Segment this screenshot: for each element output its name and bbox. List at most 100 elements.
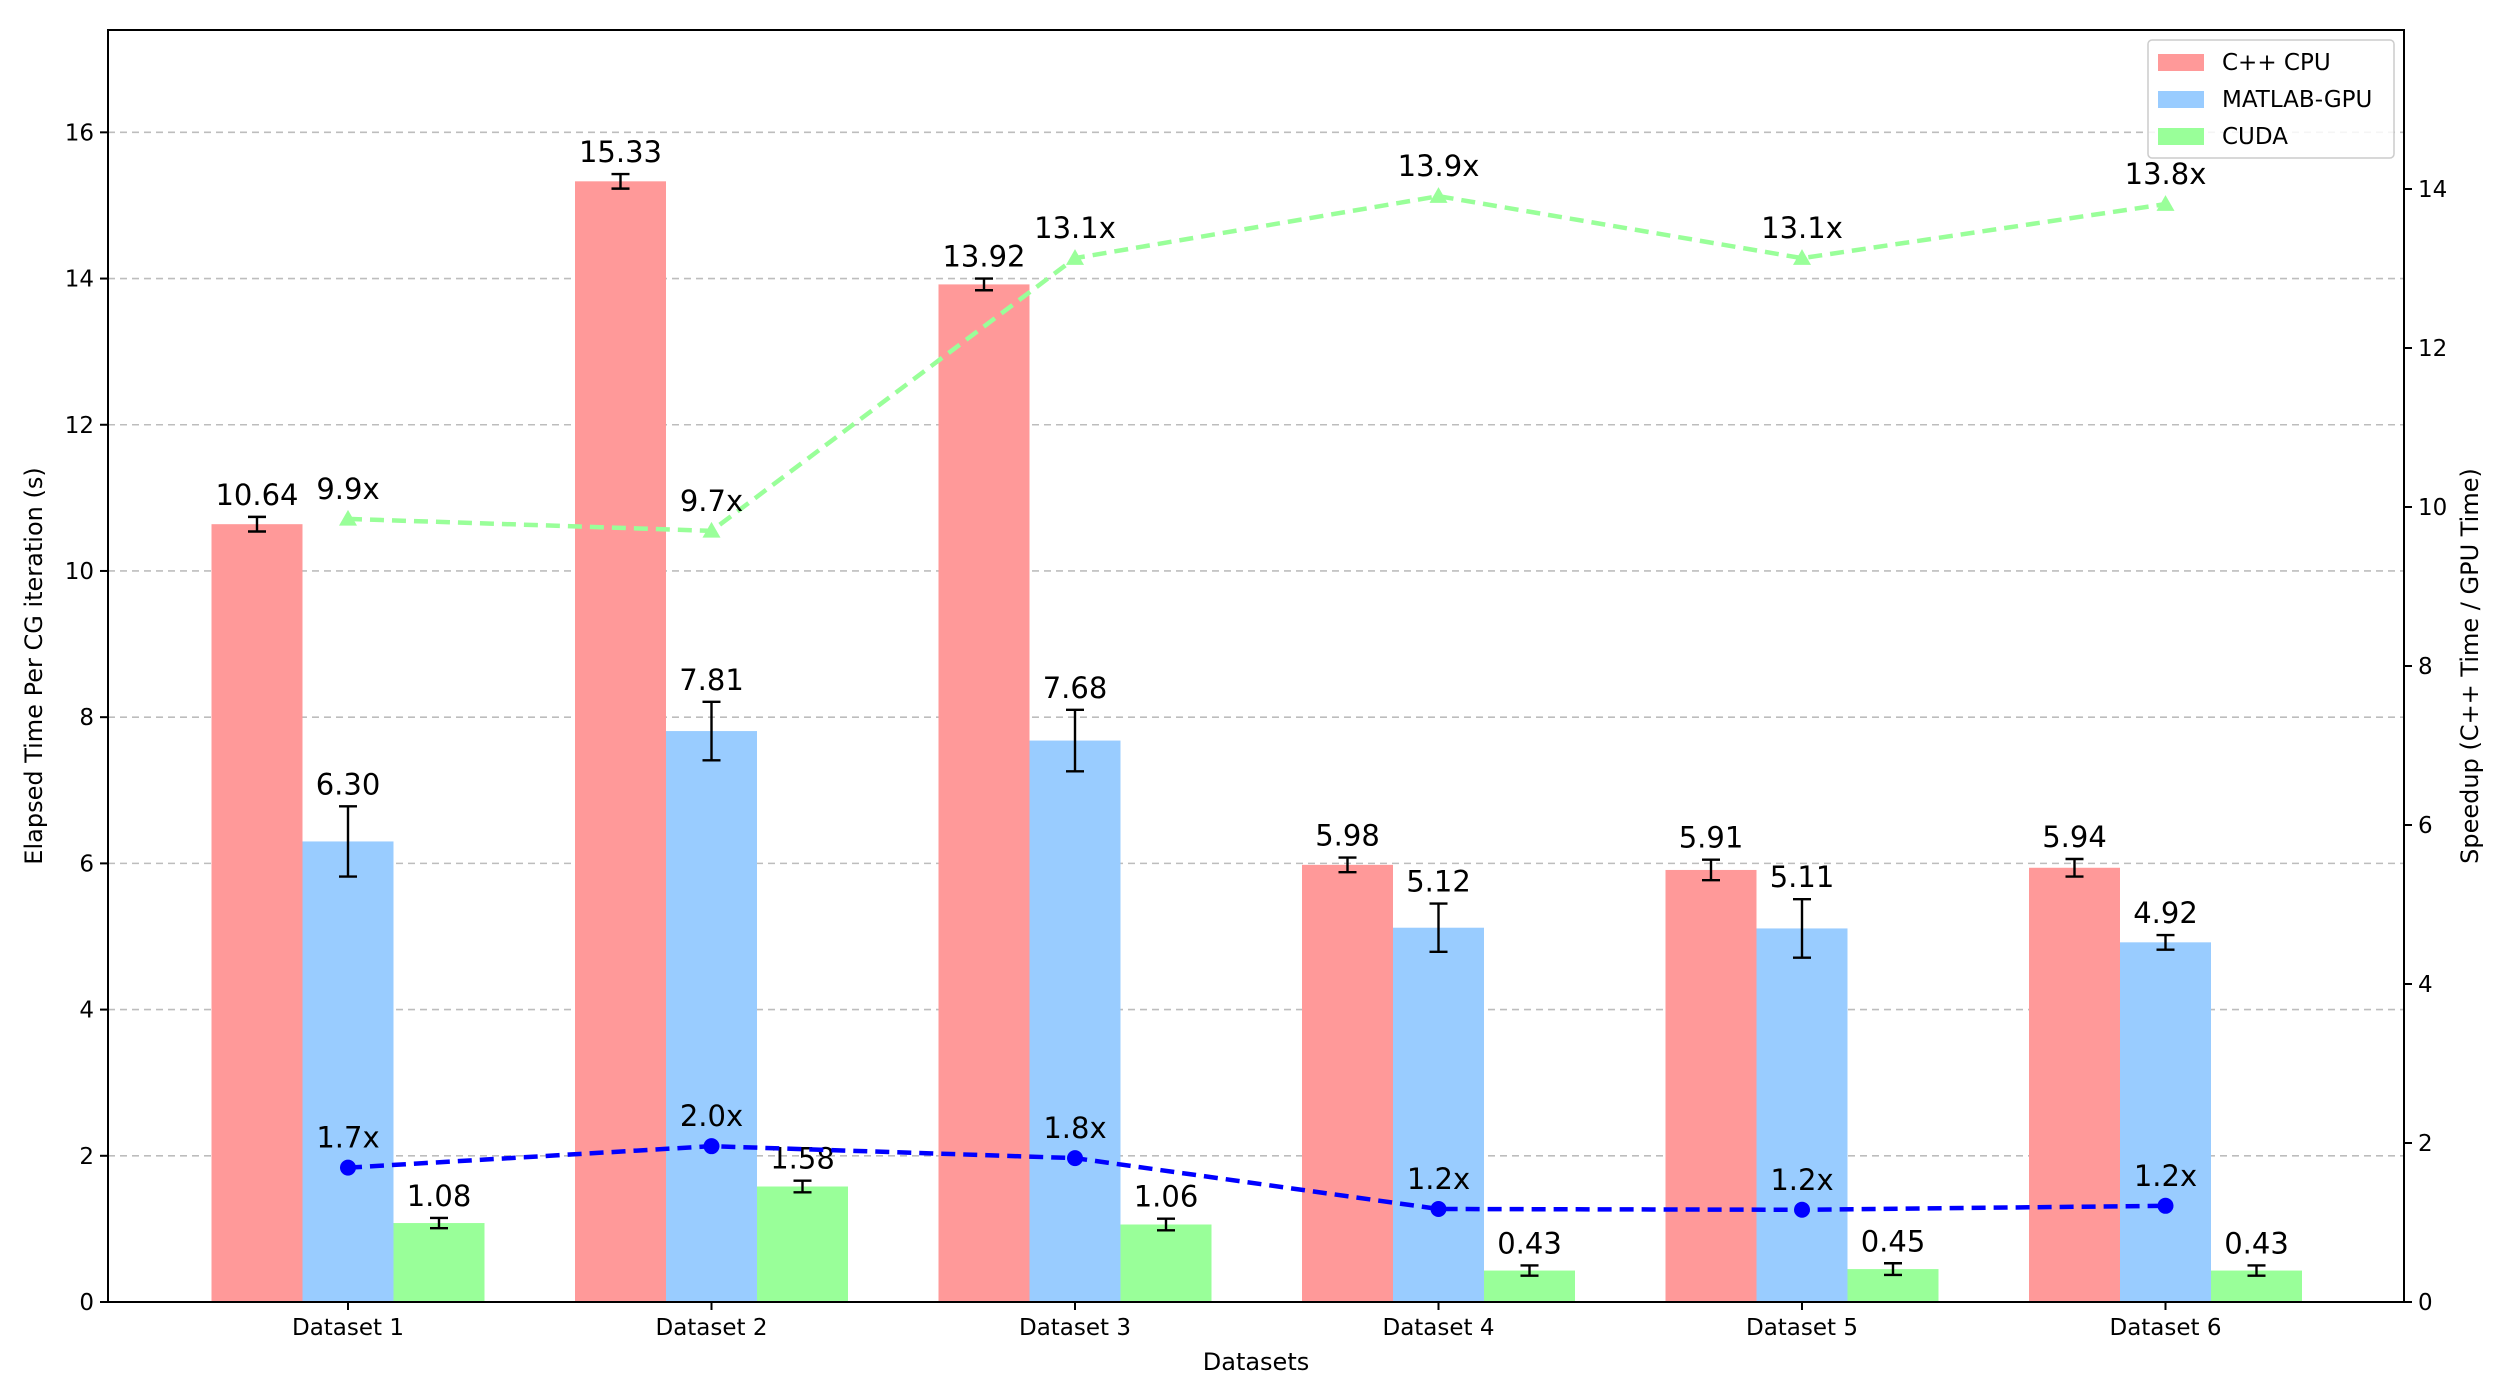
y-right-tick-label: 10 — [2418, 495, 2447, 521]
speedup-label: 13.9x — [1398, 149, 1480, 183]
speedup-line — [347, 1143, 2166, 1213]
y-right-tick-label: 12 — [2418, 336, 2447, 362]
bar-value-label: 0.43 — [2224, 1226, 2289, 1260]
bar-matlab-gpu — [2120, 942, 2211, 1302]
speedup-marker — [702, 521, 721, 538]
bar-value-label: 1.08 — [407, 1179, 472, 1213]
axes: 0 2 4 6 8 10 12 14 16 0 2 4 6 8 10 12 14 Dataset 1 Dataset… — [20, 29, 2484, 1376]
speedup-lines: 1.7x 2.0x 1.8x 1.2x 1.2x 1.2x 9.9x 9.7x 13.1x 13.… — [316, 149, 2206, 1218]
y-tick-label: 10 — [65, 559, 94, 585]
bar-cuda — [757, 1186, 848, 1302]
y-tick-label: 4 — [79, 998, 94, 1024]
y-right-tick-label: 0 — [2418, 1290, 2433, 1316]
legend-label: MATLAB-GPU — [2222, 87, 2372, 113]
bar-value-label: 10.64 — [215, 478, 298, 512]
speedup-label: 13.1x — [1761, 211, 1843, 245]
speedup-marker — [1429, 187, 1448, 203]
y-tick-label: 0 — [79, 1290, 94, 1316]
y-tick-label: 2 — [79, 1144, 94, 1170]
bar-value-labels: 10.64 15.33 13.92 5.98 5.91 5.94 6.30 7.81 7.68 5… — [215, 135, 2288, 1260]
y-tick-label: 12 — [65, 413, 94, 439]
y-right-tick-label: 4 — [2418, 972, 2433, 998]
speedup-label: 13.8x — [2125, 157, 2207, 191]
speedup-label: 1.2x — [1407, 1162, 1470, 1196]
bar-value-label: 15.33 — [579, 135, 662, 169]
x-tick-label: Dataset 1 — [292, 1315, 404, 1341]
y-right-tick-label: 8 — [2418, 654, 2433, 680]
legend-box — [2147, 39, 2395, 159]
y-axis-title: Elapsed Time Per CG iteration (s) — [20, 467, 48, 864]
x-tick-label: Dataset 6 — [2109, 1315, 2221, 1341]
bar-matlab-gpu — [302, 841, 394, 1302]
x-tick-label: Dataset 3 — [1019, 1315, 1131, 1341]
speedup-label: 9.7x — [680, 484, 743, 518]
speedup-label: 9.9x — [316, 472, 379, 506]
legend-swatch — [2158, 54, 2204, 71]
speedup-marker — [1067, 1150, 1083, 1167]
legend-label: C++ CPU — [2222, 50, 2331, 76]
y-tick-label: 6 — [79, 851, 94, 877]
y-right-tick-label: 6 — [2418, 813, 2433, 839]
speedup-marker — [2156, 195, 2175, 211]
bar-matlab-gpu — [666, 731, 757, 1302]
y-tick-label: 14 — [65, 267, 94, 293]
bar-value-label: 6.30 — [316, 767, 381, 801]
bar-c-cpu — [1302, 864, 1393, 1302]
y-right-tick-label: 14 — [2418, 177, 2447, 203]
y-right-tick-label: 2 — [2418, 1131, 2433, 1157]
bar-value-label: 5.11 — [1770, 860, 1835, 894]
x-tick-label: Dataset 2 — [655, 1315, 767, 1341]
bar-value-label: 5.91 — [1679, 821, 1744, 855]
legend: C++ CPU MATLAB-GPU CUDA — [2147, 39, 2395, 159]
bar-cuda — [393, 1223, 485, 1302]
grid-lines — [108, 131, 2404, 1157]
speedup-label: 1.2x — [2134, 1159, 2197, 1193]
bar-value-label: 13.92 — [942, 240, 1025, 274]
y-tick-label: 8 — [79, 705, 94, 731]
bar-value-label: 5.94 — [2042, 820, 2107, 854]
x-tick-label: Dataset 4 — [1382, 1315, 1494, 1341]
y-tick-label: 16 — [65, 120, 94, 146]
bar-value-label: 5.12 — [1406, 865, 1471, 899]
bar-value-label: 1.58 — [770, 1142, 835, 1176]
bar-c-cpu — [1665, 869, 1757, 1302]
speedup-marker — [1066, 249, 1084, 265]
bar-value-label: 0.45 — [1861, 1224, 1926, 1258]
bar-matlab-gpu — [1029, 740, 1121, 1302]
speedup-label: 13.1x — [1034, 211, 1116, 245]
speedup-marker — [1430, 1200, 1447, 1217]
speedup-marker — [703, 1138, 720, 1155]
bar-c-cpu — [2029, 867, 2120, 1302]
speedup-label: 1.2x — [1770, 1163, 1833, 1197]
speedup-label: 2.0x — [680, 1099, 743, 1133]
bar-c-cpu — [938, 284, 1030, 1302]
bar-value-label: 7.81 — [679, 663, 744, 697]
speedup-line — [347, 193, 2166, 534]
x-axis-title: Datasets — [1203, 1348, 1310, 1376]
speedup-label: 1.8x — [1043, 1111, 1106, 1145]
speedup-marker — [1794, 1201, 1810, 1218]
error-bars — [248, 172, 2266, 1277]
bar-value-label: 1.06 — [1134, 1180, 1199, 1214]
bar-value-label: 5.98 — [1315, 819, 1380, 853]
speedup-marker — [339, 509, 357, 526]
legend-label: CUDA — [2222, 124, 2288, 150]
speedup-label: 1.7x — [316, 1121, 379, 1155]
bars — [211, 181, 2302, 1303]
bar-value-label: 4.92 — [2133, 896, 2198, 930]
legend-swatch — [2158, 128, 2204, 145]
speedup-marker — [340, 1159, 356, 1176]
speedup-marker — [2157, 1197, 2174, 1214]
bar-cuda — [1120, 1224, 1212, 1302]
speedup-marker — [1793, 249, 1811, 265]
bar-matlab-gpu — [1393, 927, 1484, 1302]
bar-value-label: 7.68 — [1043, 671, 1108, 705]
y-right-axis-title: Speedup (C++ Time / GPU Time) — [2456, 468, 2484, 864]
bar-c-cpu — [211, 524, 303, 1302]
legend-swatch — [2158, 91, 2204, 108]
x-tick-label: Dataset 5 — [1746, 1315, 1858, 1341]
bar-value-label: 0.43 — [1497, 1226, 1562, 1260]
bar-c-cpu — [575, 181, 666, 1303]
bar-matlab-gpu — [1756, 928, 1848, 1302]
